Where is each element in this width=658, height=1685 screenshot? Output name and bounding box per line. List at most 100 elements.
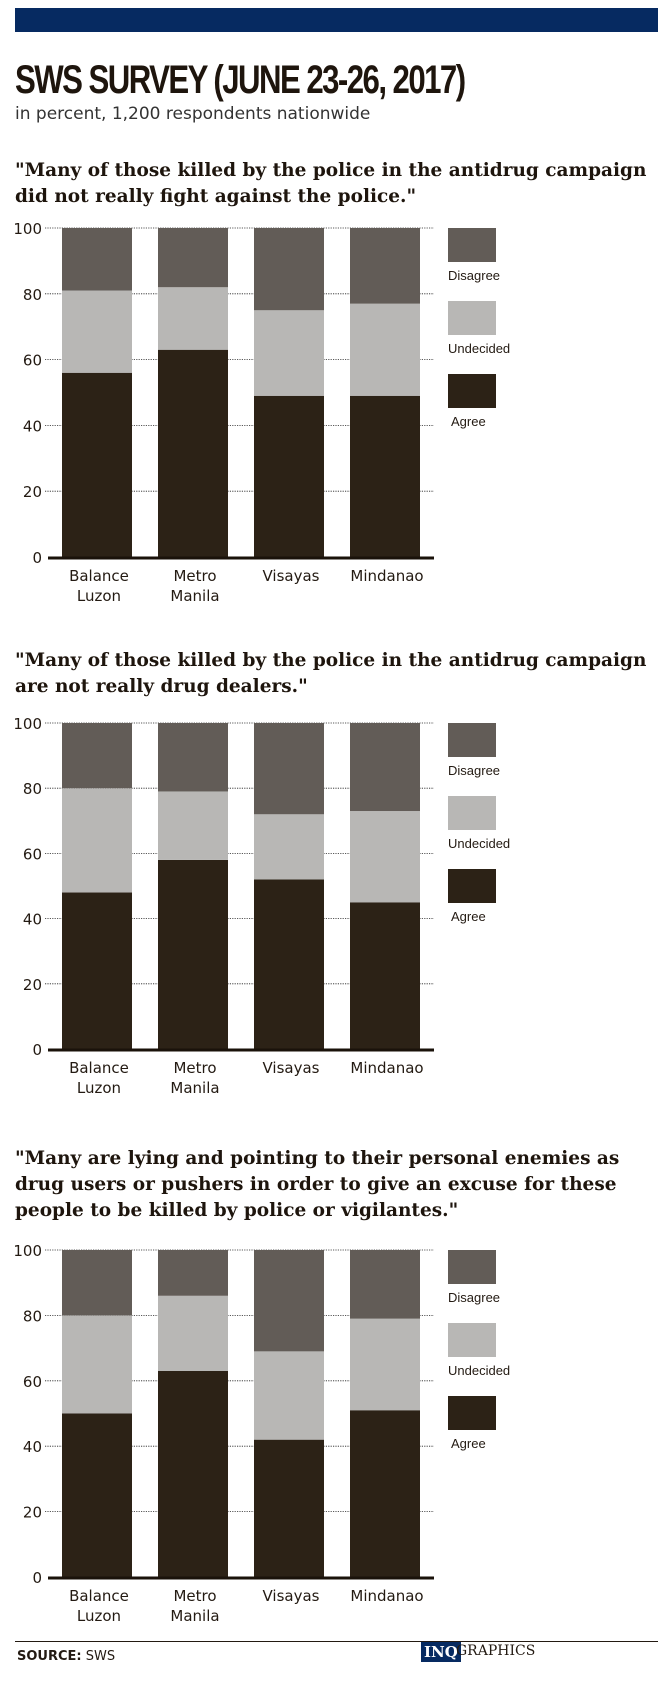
bar-undecided <box>62 788 132 893</box>
y-tick-label: 20 <box>23 976 42 994</box>
bar-disagree <box>350 1250 420 1319</box>
bar-undecided <box>62 290 132 373</box>
bar-agree <box>254 395 324 557</box>
bar-agree <box>62 1413 132 1577</box>
legend-label: Agree <box>451 909 486 924</box>
x-tick-label: Balance <box>69 567 129 585</box>
y-tick-label: 40 <box>23 417 42 435</box>
bar-agree <box>62 892 132 1049</box>
x-tick-label: Mindanao <box>350 567 423 585</box>
legend-swatch-agree <box>448 1396 496 1430</box>
x-tick-label: Balance <box>69 1059 129 1077</box>
x-tick-label: Metro <box>173 567 216 585</box>
bar-agree <box>158 859 228 1049</box>
bar-disagree <box>350 228 420 304</box>
bar-undecided <box>254 1351 324 1440</box>
y-tick-label: 0 <box>32 1041 42 1059</box>
legend-swatch-agree <box>448 869 496 903</box>
bar-disagree <box>158 1250 228 1296</box>
x-tick-label: Manila <box>170 587 219 605</box>
y-tick-label: 100 <box>13 220 42 238</box>
footer-divider <box>15 1641 658 1642</box>
bar-undecided <box>350 303 420 396</box>
legend-swatch-disagree <box>448 228 496 262</box>
x-tick-label: Luzon <box>77 1079 121 1097</box>
bar-agree <box>254 1439 324 1577</box>
y-tick-label: 80 <box>23 286 42 304</box>
legend-label: Agree <box>451 1436 486 1451</box>
bar-undecided <box>158 791 228 860</box>
bar-disagree <box>62 1250 132 1316</box>
y-tick-label: 100 <box>13 715 42 733</box>
x-tick-label: Mindanao <box>350 1059 423 1077</box>
bar-disagree <box>158 228 228 288</box>
bar-agree <box>254 879 324 1049</box>
y-tick-label: 80 <box>23 1307 42 1325</box>
legend-swatch-agree <box>448 374 496 408</box>
bar-agree <box>350 1410 420 1577</box>
y-tick-label: 40 <box>23 1438 42 1456</box>
y-tick-label: 60 <box>23 352 42 370</box>
inq-logo: INQ <box>421 1642 461 1662</box>
y-tick-label: 80 <box>23 780 42 798</box>
bar-agree <box>350 902 420 1049</box>
graphics-logo-text: GRAPHICS <box>456 1643 536 1659</box>
bar-undecided <box>350 1318 420 1411</box>
subtitle: in percent, 1,200 respondents nationwide <box>15 104 371 124</box>
legend-label: Undecided <box>448 1363 510 1378</box>
y-tick-label: 40 <box>23 911 42 929</box>
y-tick-label: 100 <box>13 1242 42 1260</box>
x-tick-label: Metro <box>173 1587 216 1605</box>
legend-swatch-undecided <box>448 301 496 335</box>
x-tick-label: Visayas <box>263 567 320 585</box>
legend-label: Agree <box>451 414 486 429</box>
bar-disagree <box>254 1250 324 1352</box>
bar-undecided <box>254 310 324 396</box>
x-tick-label: Balance <box>69 1587 129 1605</box>
bar-agree <box>158 1370 228 1577</box>
source-value: SWS <box>85 1649 116 1664</box>
x-tick-label: Metro <box>173 1059 216 1077</box>
y-tick-label: 20 <box>23 483 42 501</box>
bar-undecided <box>158 287 228 350</box>
bar-disagree <box>350 723 420 812</box>
bar-undecided <box>62 1315 132 1414</box>
legend-swatch-disagree <box>448 723 496 757</box>
legend-swatch-undecided <box>448 796 496 830</box>
page-title: SWS SURVEY (JUNE 23-26, 2017) <box>15 58 466 102</box>
source: SOURCE: SWS <box>17 1649 115 1664</box>
x-tick-label: Manila <box>170 1607 219 1625</box>
x-tick-label: Visayas <box>263 1059 320 1077</box>
x-tick-label: Luzon <box>77 1607 121 1625</box>
bar-agree <box>158 349 228 557</box>
chart-2-question: "Many of those killed by the police in t… <box>15 650 647 697</box>
x-tick-label: Mindanao <box>350 1587 423 1605</box>
x-tick-label: Visayas <box>263 1587 320 1605</box>
chart-3-question: "Many are lying and pointing to their pe… <box>15 1148 620 1221</box>
y-tick-label: 60 <box>23 1373 42 1391</box>
bar-agree <box>62 372 132 557</box>
bar-undecided <box>254 814 324 880</box>
x-tick-label: Manila <box>170 1079 219 1097</box>
y-tick-label: 60 <box>23 845 42 863</box>
bar-undecided <box>350 811 420 903</box>
legend-label: Disagree <box>448 763 500 778</box>
legend-label: Undecided <box>448 341 510 356</box>
x-tick-label: Luzon <box>77 587 121 605</box>
y-tick-label: 0 <box>32 549 42 567</box>
source-label: SOURCE: <box>17 1649 82 1664</box>
bar-disagree <box>254 723 324 815</box>
bar-agree <box>350 395 420 557</box>
y-tick-label: 20 <box>23 1504 42 1522</box>
legend-swatch-disagree <box>448 1250 496 1284</box>
bar-disagree <box>62 228 132 291</box>
chart-1-question: "Many of those killed by the police in t… <box>15 160 647 207</box>
bar-undecided <box>158 1295 228 1371</box>
bar-disagree <box>62 723 132 789</box>
legend-label: Undecided <box>448 836 510 851</box>
legend-label: Disagree <box>448 268 500 283</box>
